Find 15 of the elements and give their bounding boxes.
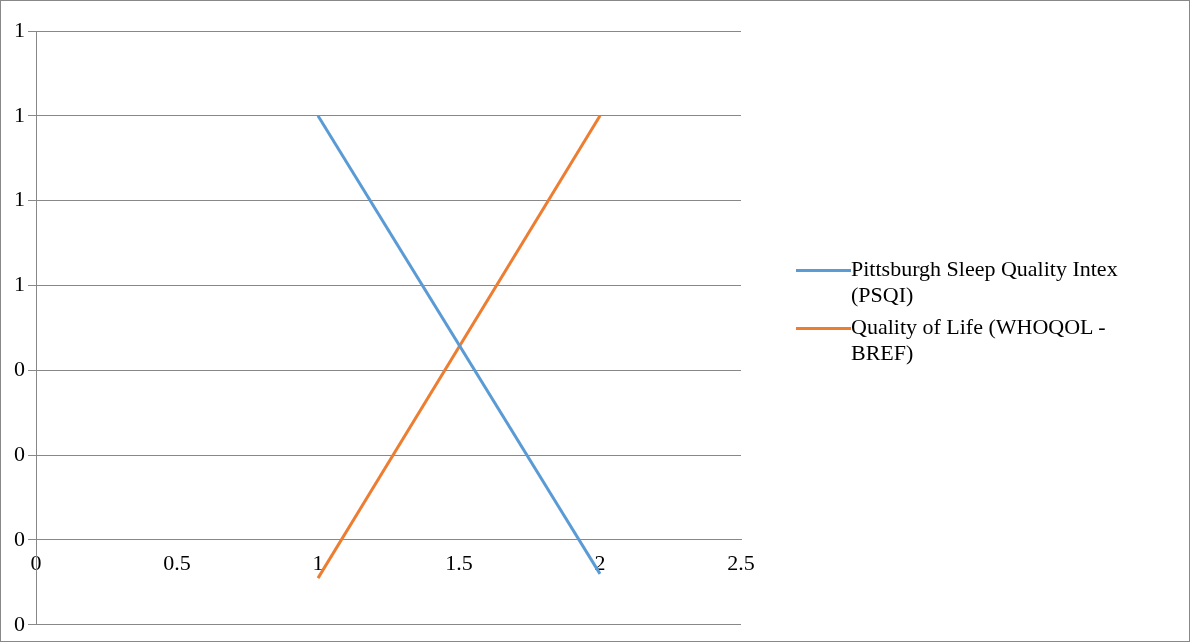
x-tick-label: 2.5 bbox=[727, 549, 755, 575]
x-tick-label: 1 bbox=[312, 549, 324, 575]
y-tick-label: 0 bbox=[14, 525, 25, 551]
x-tick-label: 1.5 bbox=[445, 549, 473, 575]
legend-label: Pittsburgh Sleep Quality Intex (PSQI) bbox=[851, 256, 1119, 308]
y-tick-label: 0 bbox=[14, 610, 25, 636]
y-tick-label: 0 bbox=[14, 440, 25, 466]
y-tick-label: 1 bbox=[14, 101, 25, 127]
legend-label: Quality of Life (WHOQOL -BREF) bbox=[851, 314, 1107, 366]
y-tick-label: 0 bbox=[14, 356, 25, 382]
x-tick-label: 0.5 bbox=[163, 549, 191, 575]
y-tick-label: 1 bbox=[14, 16, 25, 42]
y-tick-label: 1 bbox=[14, 186, 25, 212]
y-tick-label: 1 bbox=[14, 271, 25, 297]
x-tick-label: 0 bbox=[30, 549, 42, 575]
